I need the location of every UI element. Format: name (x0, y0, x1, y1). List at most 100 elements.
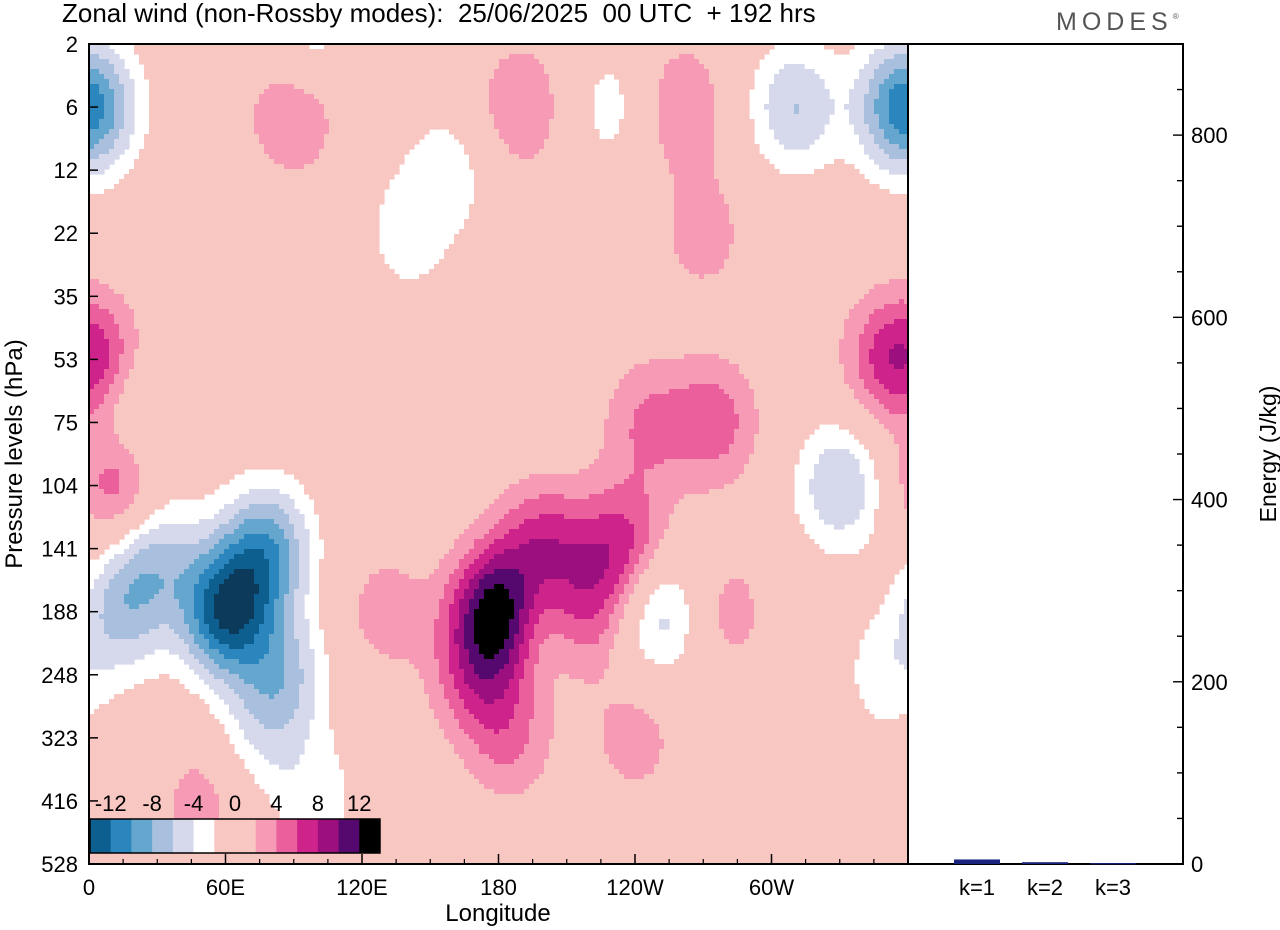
field-cell (574, 59, 580, 65)
field-cell (164, 179, 170, 185)
field-cell (844, 49, 850, 55)
field-cell (159, 54, 165, 60)
field-cell (699, 59, 705, 65)
field-cell (899, 84, 905, 90)
field-cell (734, 184, 740, 190)
field-cell (599, 54, 605, 60)
field-cell (374, 169, 380, 175)
field-cell (454, 134, 460, 140)
field-cell (249, 184, 255, 190)
field-cell (644, 74, 650, 80)
field-cell (219, 159, 225, 165)
field-cell (694, 184, 700, 190)
field-cell (159, 119, 165, 125)
field-cell (754, 179, 760, 185)
field-cell (189, 189, 195, 195)
field-cell (219, 149, 225, 155)
field-cell (229, 89, 235, 95)
field-cell (559, 74, 565, 80)
field-cell (259, 109, 265, 115)
field-cell (274, 164, 280, 170)
field-cell (169, 94, 175, 100)
field-cell (524, 169, 530, 175)
field-cell (149, 134, 155, 140)
field-cell (174, 134, 180, 140)
field-cell (784, 144, 790, 150)
field-cell (269, 199, 275, 205)
field-cell (864, 189, 870, 195)
field-cell (729, 204, 735, 210)
field-cell (789, 69, 795, 75)
field-cell (454, 109, 460, 115)
field-cell (804, 124, 810, 130)
field-cell (199, 199, 205, 205)
field-cell (309, 64, 315, 70)
field-cell (684, 154, 690, 160)
field-cell (764, 174, 770, 180)
field-cell (119, 69, 125, 75)
field-cell (239, 174, 245, 180)
field-cell (494, 164, 500, 170)
field-cell (284, 169, 290, 175)
field-cell (399, 64, 405, 70)
field-cell (179, 114, 185, 120)
field-cell (354, 109, 360, 115)
field-cell (824, 204, 830, 210)
field-cell (464, 89, 470, 95)
field-cell (674, 99, 680, 105)
field-cell (734, 114, 740, 120)
field-cell (339, 209, 345, 215)
field-cell (774, 124, 780, 130)
field-cell (749, 74, 755, 80)
field-cell (874, 84, 880, 90)
field-cell (794, 144, 800, 150)
field-cell (359, 64, 365, 70)
field-cell (449, 119, 455, 125)
field-cell (564, 154, 570, 160)
field-cell (879, 59, 885, 65)
field-cell (599, 159, 605, 165)
field-cell (874, 139, 880, 145)
field-cell (619, 89, 625, 95)
field-cell (414, 119, 420, 125)
field-cell (789, 144, 795, 150)
field-cell (494, 104, 500, 110)
field-cell (669, 49, 675, 55)
field-cell (174, 149, 180, 155)
field-cell (264, 139, 270, 145)
field-cell (159, 134, 165, 140)
field-cell (879, 99, 885, 105)
field-cell (644, 179, 650, 185)
field-cell (529, 79, 535, 85)
field-cell (639, 134, 645, 140)
field-cell (644, 194, 650, 200)
field-cell (289, 114, 295, 120)
field-cell (559, 114, 565, 120)
field-cell (634, 154, 640, 160)
field-cell (479, 204, 485, 210)
field-cell (654, 194, 660, 200)
field-cell (164, 49, 170, 55)
field-cell (854, 119, 860, 125)
field-cell (199, 169, 205, 175)
field-cell (624, 204, 630, 210)
field-cell (604, 154, 610, 160)
field-cell (704, 159, 710, 165)
field-cell (169, 54, 175, 60)
field-cell (389, 94, 395, 100)
field-cell (809, 74, 815, 80)
field-cell (474, 84, 480, 90)
field-cell (534, 49, 540, 55)
field-cell (659, 84, 665, 90)
field-cell (879, 144, 885, 150)
field-cell (129, 199, 135, 205)
field-cell (539, 59, 545, 65)
field-cell (289, 124, 295, 130)
field-cell (719, 104, 725, 110)
field-cell (564, 174, 570, 180)
field-cell (149, 194, 155, 200)
field-cell (779, 179, 785, 185)
field-cell (689, 104, 695, 110)
field-cell (254, 174, 260, 180)
field-cell (634, 59, 640, 65)
